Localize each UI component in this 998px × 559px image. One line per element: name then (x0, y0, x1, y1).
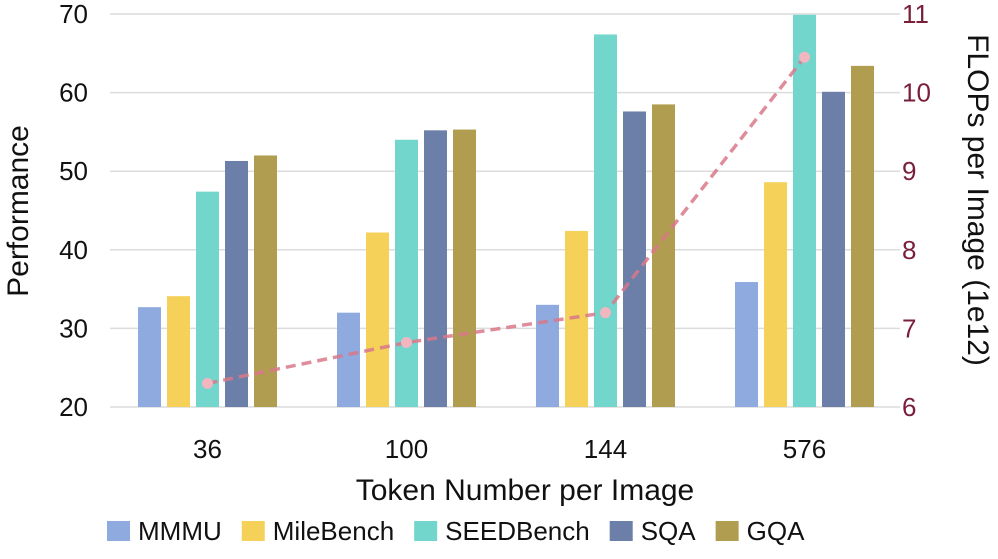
y-axis-label: Performance (2, 125, 35, 297)
x-tick-label: 36 (193, 434, 222, 464)
right-tick-label: 9 (902, 156, 916, 186)
legend-label: MMMU (138, 516, 222, 546)
x-axis-ticks: 36 100 144 576 (193, 434, 826, 464)
flops-point (202, 377, 213, 389)
flops-point (799, 51, 810, 63)
right-tick-label: 7 (902, 313, 916, 343)
legend-label: SQA (641, 516, 697, 546)
bar-mmmu-100 (337, 312, 360, 407)
bar-seedbench-36 (196, 191, 219, 407)
flops-line-group (202, 51, 810, 389)
bar-sqa-100 (424, 130, 447, 407)
bar-mmmu-36 (138, 307, 161, 407)
flops-line (207, 56, 806, 386)
bar-gqa-144 (652, 104, 675, 407)
bar-sqa-576 (822, 91, 845, 408)
bar-milebench-36 (167, 296, 190, 407)
left-tick-label: 70 (59, 0, 88, 29)
left-axis-ticks: 20 30 40 50 60 70 (59, 0, 88, 422)
left-tick-label: 30 (59, 313, 88, 343)
right-tick-label: 10 (902, 78, 931, 108)
bar-sqa-144 (623, 111, 646, 408)
bar-gqa-36 (254, 155, 277, 407)
bar-seedbench-144 (594, 34, 617, 407)
left-tick-label: 40 (59, 235, 88, 265)
bar-gqa-576 (851, 65, 874, 407)
legend-swatch (107, 521, 130, 541)
y2-axis-label: FLOPs per Image (1e12) (961, 34, 994, 366)
x-axis-label: Token Number per Image (356, 474, 695, 507)
bar-group (138, 14, 874, 408)
flops-point (600, 307, 611, 319)
flops-point (401, 337, 412, 349)
legend-swatch (715, 521, 739, 541)
legend-label: MileBench (273, 516, 394, 546)
right-tick-label: 11 (902, 0, 929, 29)
bar-gqa-100 (453, 129, 476, 408)
bar-milebench-144 (565, 230, 588, 407)
right-axis-ticks: 6 7 8 9 10 11 (902, 0, 931, 422)
bar-seedbench-576 (793, 14, 816, 407)
bar-mmmu-144 (536, 304, 559, 407)
x-tick-label: 576 (783, 434, 826, 464)
legend-swatch (241, 521, 265, 541)
right-tick-label: 6 (902, 392, 916, 422)
bar-mmmu-576 (735, 282, 758, 407)
bar-milebench-100 (366, 232, 389, 407)
legend-swatch (609, 521, 633, 541)
legend-swatch (414, 521, 438, 541)
left-tick-label: 50 (59, 156, 88, 186)
bar-milebench-576 (764, 182, 787, 407)
legend-label: GQA (747, 516, 805, 546)
legend-label: SEEDBench (445, 516, 590, 546)
bar-seedbench-100 (395, 139, 418, 407)
left-tick-label: 20 (59, 392, 88, 422)
legend: MMMU MileBench SEEDBench SQA GQA (107, 516, 805, 546)
x-tick-label: 100 (385, 434, 428, 464)
x-tick-label: 144 (584, 434, 627, 464)
left-tick-label: 60 (59, 78, 88, 108)
right-tick-label: 8 (902, 235, 916, 265)
bar-sqa-36 (225, 160, 248, 407)
